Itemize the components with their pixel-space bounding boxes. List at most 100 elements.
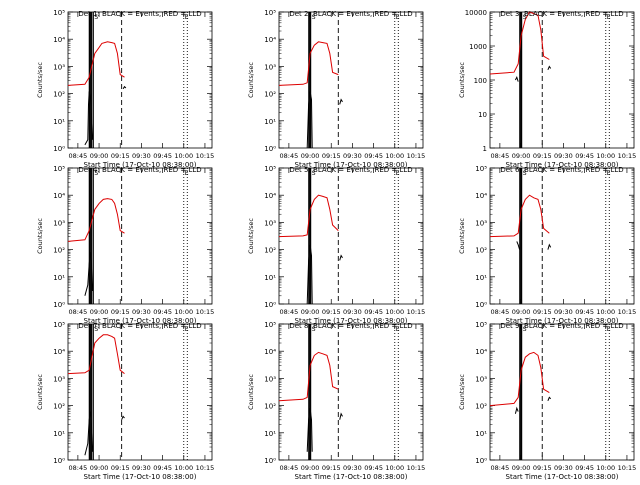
- chart-panel-4: 10⁰ 10¹ 10² 10³ 10⁴ 10⁵ 08:45 09:00 09:15 09:30 09…: [36, 165, 214, 325]
- x-tick-label: 09:30: [554, 464, 573, 472]
- x-tick-label: 08:45: [280, 464, 299, 472]
- x-tick-label: 09:15: [111, 308, 130, 316]
- x-tick-label: 09:15: [533, 308, 552, 316]
- x-tick-label: 09:00: [90, 152, 109, 160]
- y-tick-label: 10⁴: [53, 192, 65, 200]
- y-tick-label: 10⁵: [53, 9, 65, 17]
- x-tick-label: 10:00: [596, 464, 615, 472]
- plot-frame: [278, 167, 424, 305]
- chart-panel-6: 10⁰ 10¹ 10² 10³ 10⁴ 10⁵ 08:45 09:00 09:15 09:30 09…: [458, 165, 636, 325]
- x-axis-label: Start Time (17-Oct-10 08:38:00): [84, 317, 197, 325]
- x-tick-label: 09:00: [301, 308, 320, 316]
- x-tick-label: 09:45: [153, 308, 172, 316]
- y-tick-label: 10⁰: [53, 301, 65, 309]
- y-tick-label: 10⁴: [264, 36, 276, 44]
- x-tick-label: 09:00: [301, 152, 320, 160]
- x-tick-label: 08:45: [491, 464, 510, 472]
- x-tick-label: 09:00: [512, 464, 531, 472]
- plot-frame: [67, 11, 213, 149]
- x-tick-label: 09:45: [153, 464, 172, 472]
- end-marker-label: E: [396, 14, 400, 21]
- lld-series-line: [278, 194, 339, 238]
- x-tick-label: 10:00: [385, 308, 404, 316]
- y-tick-label: 10⁵: [475, 165, 487, 173]
- x-axis-label: Start Time (17-Oct-10 08:38:00): [84, 161, 197, 169]
- x-tick-label: 09:15: [111, 464, 130, 472]
- x-tick-label: 08:45: [69, 152, 88, 160]
- y-tick-label: 10³: [53, 375, 65, 383]
- x-tick-label: 10:00: [596, 308, 615, 316]
- x-tick-label: 09:15: [322, 308, 341, 316]
- x-tick-label: 09:30: [343, 464, 362, 472]
- y-tick-label: 10²: [264, 403, 276, 411]
- start-marker-label: S: [94, 170, 98, 177]
- events-series-segment: [339, 412, 343, 420]
- x-tick-label: 09:30: [343, 152, 362, 160]
- y-tick-label: 100: [474, 77, 487, 85]
- y-tick-label: 10³: [264, 63, 276, 71]
- y-tick-label: 10⁵: [53, 165, 65, 173]
- x-axis-label: Start Time (17-Oct-10 08:38:00): [506, 317, 619, 325]
- y-axis-label: Counts/sec: [247, 218, 255, 254]
- end-marker-label: E: [607, 170, 611, 177]
- chart-panel-3: 1 10 100 1000 10000 08:45 09:00 09:15 09:30 09:45…: [458, 9, 636, 169]
- x-tick-label: 10:15: [196, 152, 215, 160]
- events-series-segment: [547, 396, 552, 401]
- y-axis-label: Counts/sec: [458, 374, 466, 410]
- y-tick-label: 10¹: [53, 430, 65, 438]
- end-marker-label: E: [607, 326, 611, 333]
- y-tick-label: 10⁵: [264, 9, 276, 17]
- x-tick-label: 09:00: [512, 152, 531, 160]
- start-marker-label: S: [312, 326, 316, 333]
- y-axis-label: Counts/sec: [458, 218, 466, 254]
- panel-title: Det 9: BLACK = Events, RED = LLD: [500, 322, 623, 330]
- chart-panel-5: 10⁰ 10¹ 10² 10³ 10⁴ 10⁵ 08:45 09:00 09:15 09:30 09…: [247, 165, 425, 325]
- x-axis-label: Start Time (17-Oct-10 08:38:00): [506, 473, 619, 480]
- y-tick-label: 10¹: [264, 274, 276, 282]
- end-marker-label: E: [396, 170, 400, 177]
- events-series-segment: [121, 415, 125, 421]
- y-tick-label: 10⁰: [475, 457, 487, 465]
- y-tick-label: 10¹: [53, 118, 65, 126]
- events-series-segment: [547, 65, 552, 70]
- y-tick-label: 10¹: [264, 430, 276, 438]
- end-marker-label: E: [185, 326, 189, 333]
- x-tick-label: 09:15: [111, 152, 130, 160]
- x-tick-label: 10:15: [196, 308, 215, 316]
- y-axis-label: Counts/sec: [247, 374, 255, 410]
- lld-series-line: [489, 11, 550, 75]
- y-tick-label: 10⁰: [264, 301, 276, 309]
- x-tick-label: 10:15: [407, 464, 426, 472]
- lld-series-line: [278, 41, 339, 86]
- panel-title: Det 4: BLACK = Events, RED = LLD: [78, 166, 201, 174]
- y-tick-label: 10⁵: [264, 165, 276, 173]
- plot-frame: [489, 11, 635, 149]
- y-tick-label: 10⁴: [53, 348, 65, 356]
- end-marker-label: E: [396, 326, 400, 333]
- x-tick-label: 09:30: [132, 308, 151, 316]
- y-axis-label: Counts/sec: [247, 62, 255, 98]
- y-tick-label: 10⁵: [475, 321, 487, 329]
- x-tick-label: 09:00: [512, 308, 531, 316]
- events-series-segment: [339, 98, 343, 105]
- chart-panel-8: 10⁰ 10¹ 10² 10³ 10⁴ 10⁵ 08:45 09:00 09:15 09:30 09…: [247, 321, 426, 481]
- y-tick-label: 10⁰: [264, 457, 276, 465]
- x-axis-label: Start Time (17-Oct-10 08:38:00): [295, 317, 408, 325]
- x-tick-label: 10:15: [407, 152, 426, 160]
- start-marker-label: S: [523, 14, 527, 21]
- y-tick-label: 10⁰: [475, 301, 487, 309]
- panel-title: Det 6: BLACK = Events, RED = LLD: [500, 166, 623, 174]
- plot-frame: [489, 323, 635, 461]
- y-axis-label: Counts/sec: [36, 62, 44, 98]
- x-tick-label: 09:45: [364, 464, 383, 472]
- panel-title: Det 7: BLACK = Events, RED = LLD: [78, 322, 201, 330]
- x-axis-label: Start Time (17-Oct-10 08:38:00): [295, 161, 408, 169]
- x-tick-label: 09:45: [364, 152, 383, 160]
- y-tick-label: 10⁵: [264, 321, 276, 329]
- y-tick-label: 10²: [53, 403, 65, 411]
- events-series-line: [514, 406, 519, 414]
- lld-series-line: [489, 194, 550, 238]
- x-tick-label: 09:15: [322, 152, 341, 160]
- x-tick-label: 09:45: [575, 152, 594, 160]
- x-axis-label: Start Time (17-Oct-10 08:38:00): [506, 161, 619, 169]
